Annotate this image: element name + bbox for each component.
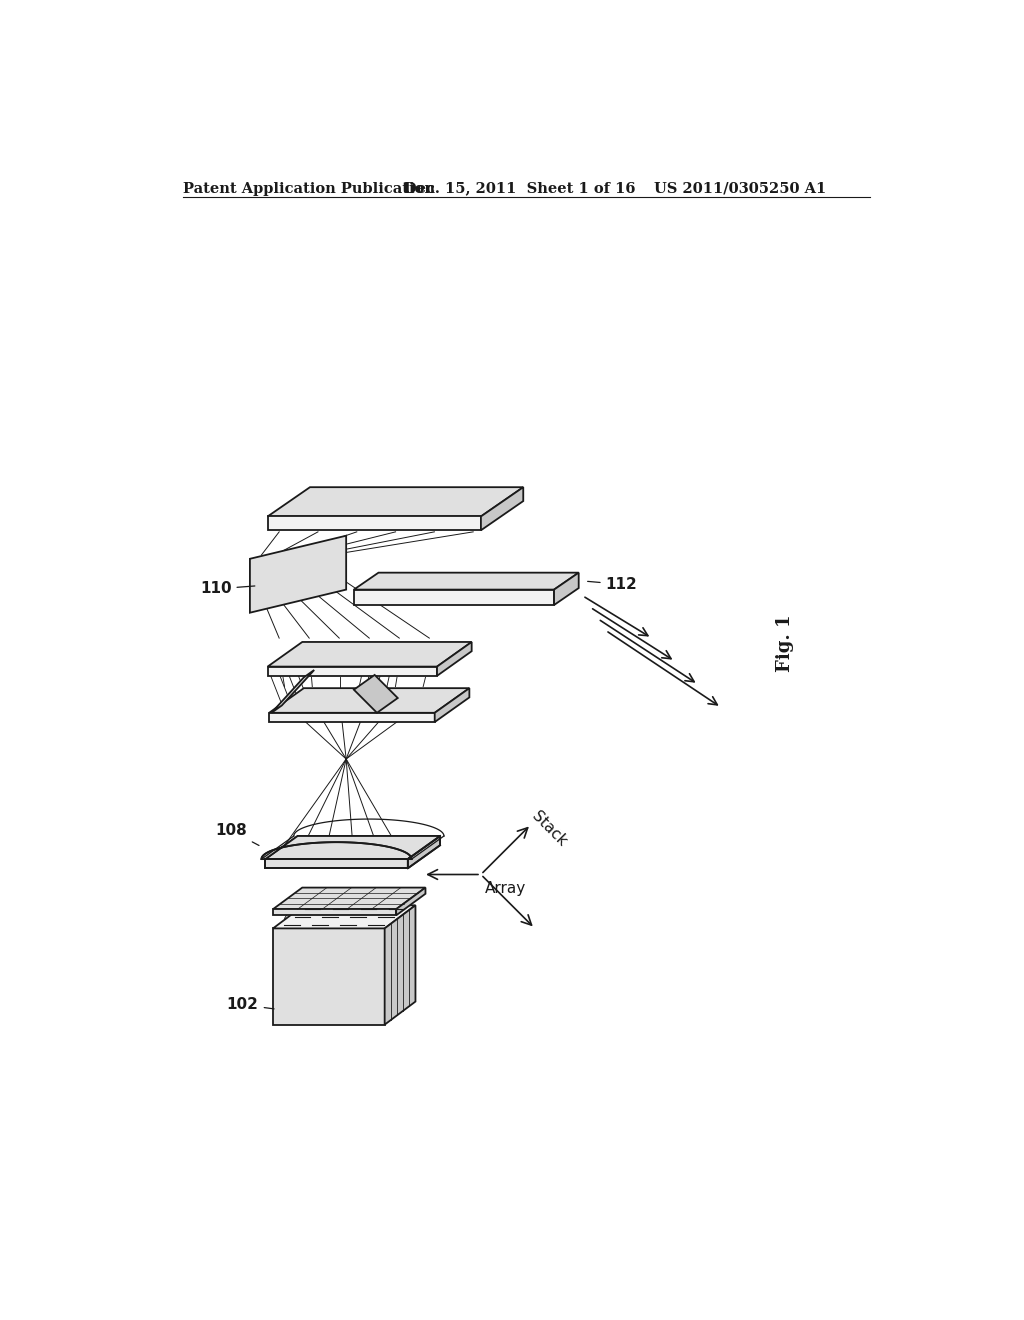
Polygon shape [273, 906, 416, 928]
Text: Patent Application Publication: Patent Application Publication [183, 182, 435, 195]
Polygon shape [354, 590, 554, 605]
Polygon shape [265, 859, 408, 869]
Polygon shape [261, 836, 440, 859]
Polygon shape [267, 642, 472, 667]
Polygon shape [273, 928, 385, 1024]
Text: Stack: Stack [528, 808, 569, 849]
Polygon shape [481, 487, 523, 531]
Polygon shape [385, 906, 416, 1024]
Polygon shape [554, 573, 579, 605]
Text: 102: 102 [226, 997, 274, 1012]
Polygon shape [271, 671, 314, 713]
Text: 110: 110 [200, 581, 255, 597]
Polygon shape [265, 836, 440, 859]
Text: US 2011/0305250 A1: US 2011/0305250 A1 [654, 182, 826, 195]
Polygon shape [437, 642, 472, 676]
Polygon shape [267, 487, 523, 516]
Polygon shape [408, 836, 440, 869]
Polygon shape [435, 688, 469, 722]
Polygon shape [396, 887, 425, 915]
Polygon shape [267, 667, 437, 676]
Polygon shape [354, 675, 397, 713]
Polygon shape [269, 688, 469, 713]
Polygon shape [273, 887, 425, 909]
Polygon shape [250, 536, 346, 612]
Polygon shape [267, 516, 481, 531]
Polygon shape [354, 573, 579, 590]
Text: 112: 112 [588, 577, 637, 591]
Text: Array: Array [484, 880, 526, 896]
Polygon shape [269, 713, 435, 722]
Polygon shape [273, 909, 396, 915]
Text: 108: 108 [215, 824, 259, 846]
Text: Fig. 1: Fig. 1 [776, 615, 794, 672]
Text: Dec. 15, 2011  Sheet 1 of 16: Dec. 15, 2011 Sheet 1 of 16 [403, 182, 636, 195]
